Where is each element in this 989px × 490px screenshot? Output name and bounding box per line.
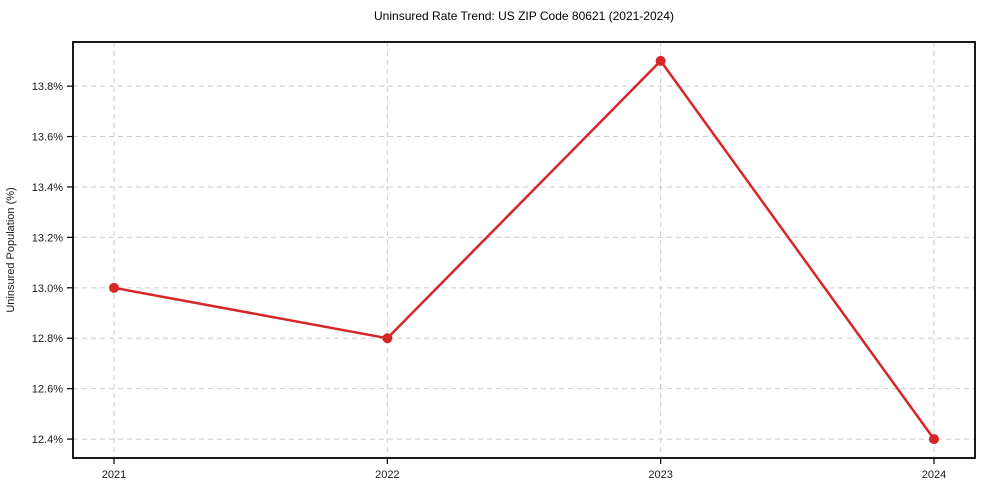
x-tick-label: 2023 <box>648 469 672 481</box>
y-tick-label: 12.4% <box>32 434 63 446</box>
y-tick-label: 13.8% <box>32 81 63 93</box>
x-tick-label: 2021 <box>102 469 126 481</box>
y-tick-label: 13.2% <box>32 232 63 244</box>
chart-title: Uninsured Rate Trend: US ZIP Code 80621 … <box>374 9 674 23</box>
x-tick-label: 2024 <box>922 469 946 481</box>
y-tick-label: 13.0% <box>32 283 63 295</box>
data-point <box>109 282 119 293</box>
y-tick-label: 12.6% <box>32 384 63 396</box>
data-point <box>655 55 666 66</box>
x-tick-label: 2022 <box>375 469 399 481</box>
plot-border <box>72 41 976 459</box>
data-point <box>929 434 939 445</box>
y-tick-label: 13.4% <box>32 182 63 194</box>
data-point <box>382 333 393 344</box>
y-tick-label: 13.6% <box>32 132 63 144</box>
y-tick-label: 12.8% <box>32 333 63 345</box>
trend-line <box>112 59 936 441</box>
y-axis-label: Uninsured Population (%) <box>5 187 17 312</box>
